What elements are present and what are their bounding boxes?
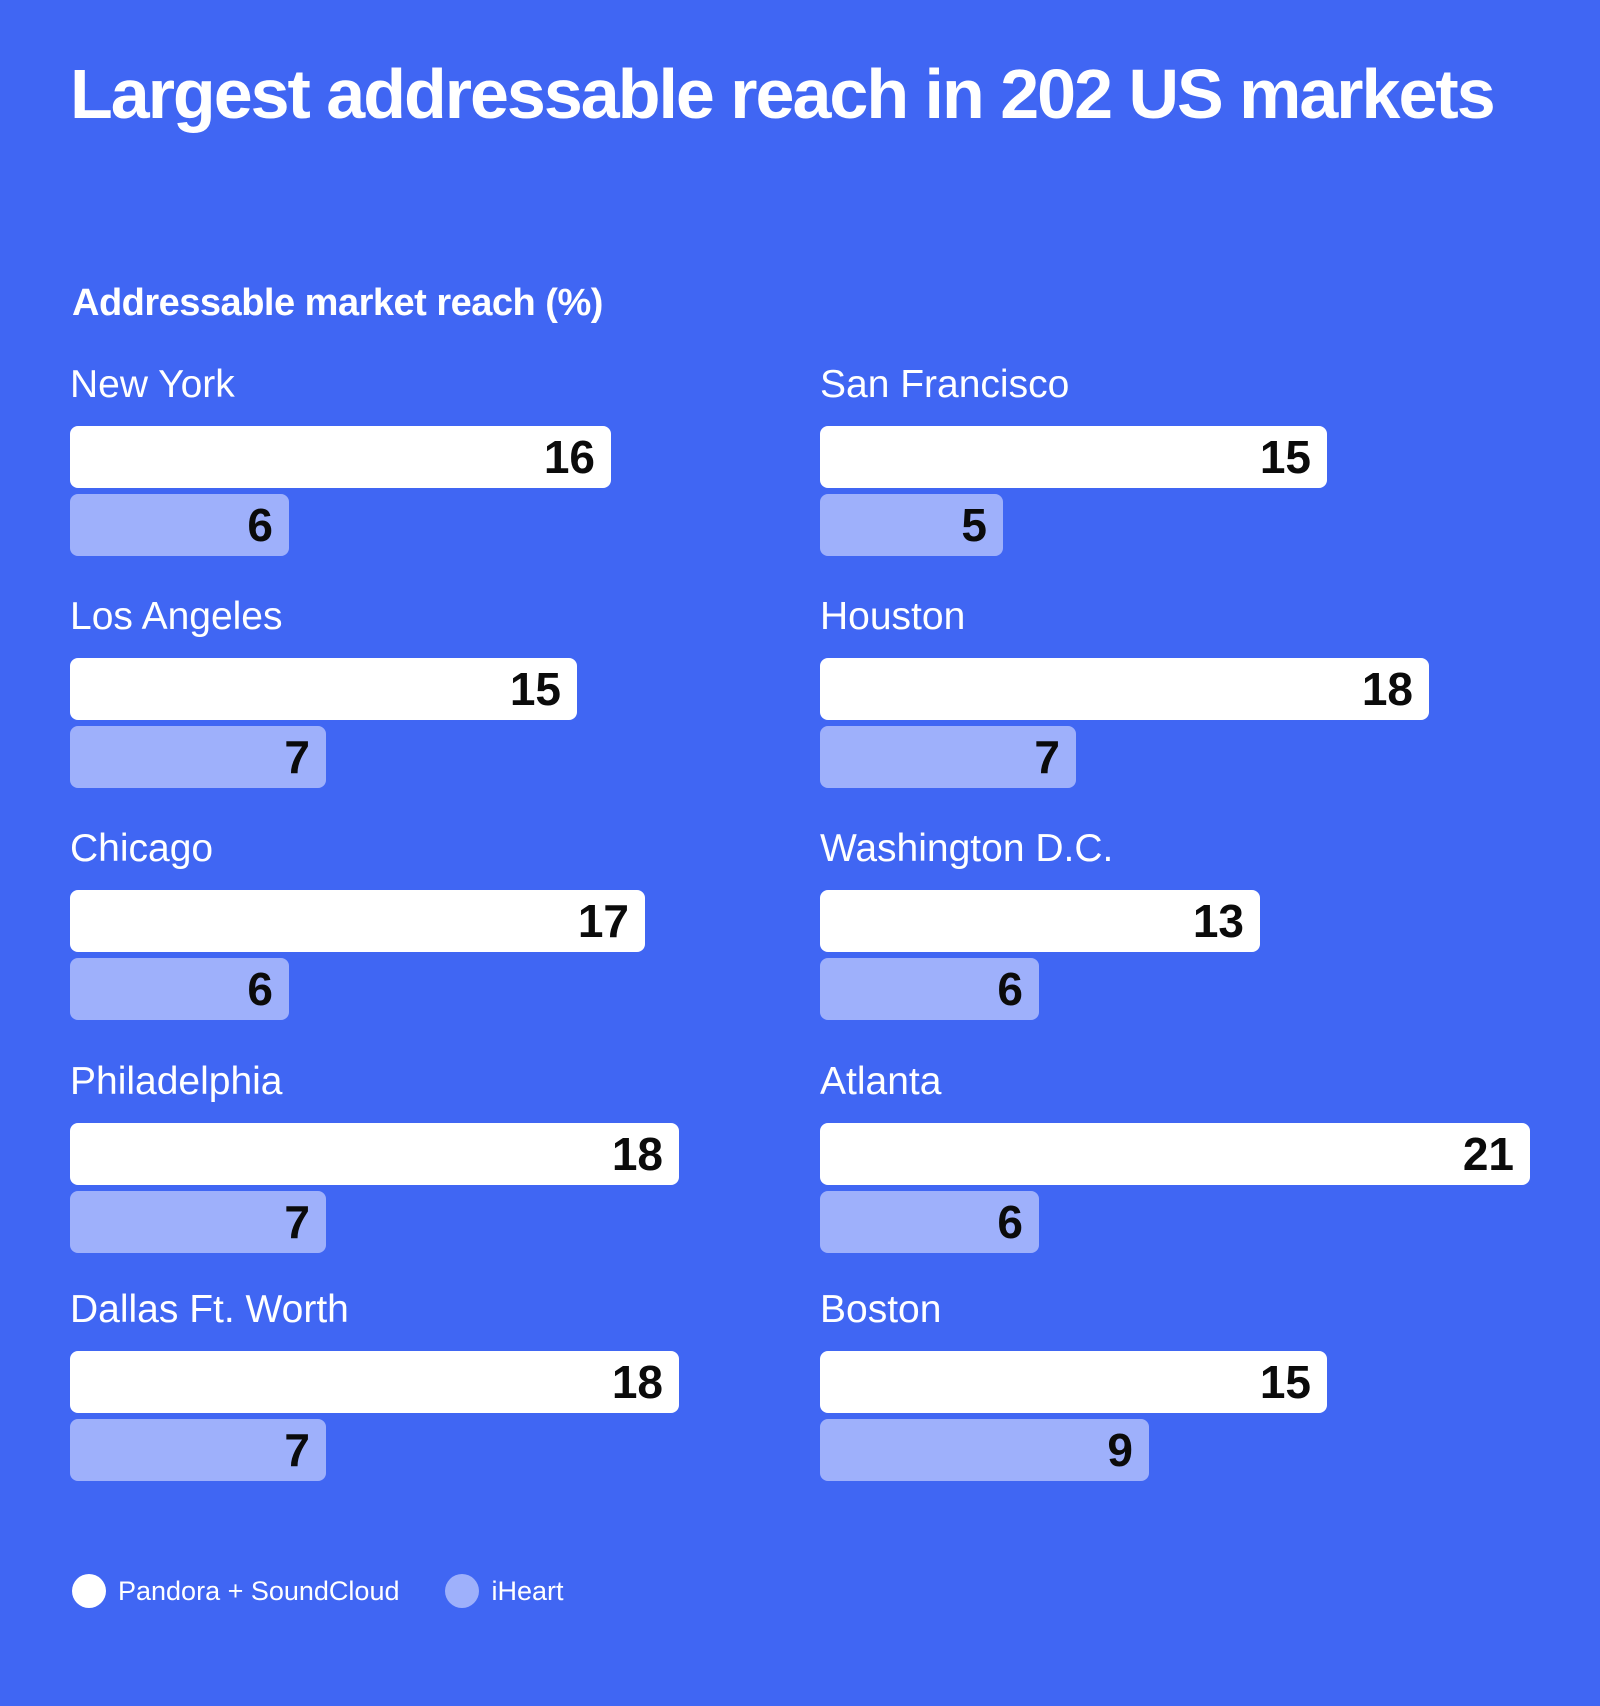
bar-pandora-soundcloud: 17 bbox=[70, 890, 645, 952]
bar-iheart: 6 bbox=[70, 958, 289, 1020]
bar-pandora-soundcloud: 18 bbox=[70, 1351, 679, 1413]
bar-value-label: 15 bbox=[1259, 1356, 1311, 1408]
bar-iheart: 5 bbox=[820, 494, 1003, 556]
bar-value-label: 15 bbox=[1259, 431, 1311, 483]
bar-value-label: 18 bbox=[611, 1128, 663, 1180]
bar-pandora-soundcloud: 21 bbox=[820, 1123, 1530, 1185]
market-name: Los Angeles bbox=[70, 595, 283, 638]
legend-label-primary: Pandora + SoundCloud bbox=[118, 1575, 400, 1606]
bar-value-label: 21 bbox=[1462, 1128, 1514, 1180]
bar-value-label: 7 bbox=[284, 1196, 310, 1248]
bar-iheart: 6 bbox=[820, 1191, 1039, 1253]
legend-swatch-secondary bbox=[445, 1574, 480, 1608]
market-name: New York bbox=[70, 363, 235, 406]
bar-iheart: 7 bbox=[70, 1191, 326, 1253]
bar-value-label: 9 bbox=[1107, 1424, 1133, 1476]
bar-value-label: 18 bbox=[1361, 663, 1413, 715]
legend-label-secondary: iHeart bbox=[491, 1575, 564, 1606]
bar-iheart: 7 bbox=[70, 1419, 326, 1481]
bar-value-label: 5 bbox=[961, 499, 987, 551]
market-name: Houston bbox=[820, 595, 966, 638]
bar-value-label: 16 bbox=[543, 431, 595, 483]
bar-iheart: 7 bbox=[70, 726, 326, 788]
bar-value-label: 17 bbox=[577, 895, 629, 947]
legend-item-secondary: iHeart bbox=[445, 1574, 564, 1608]
market-name: Philadelphia bbox=[70, 1060, 283, 1103]
chart-legend: Pandora + SoundCloud iHeart bbox=[72, 1574, 610, 1608]
bar-pandora-soundcloud: 15 bbox=[820, 1351, 1327, 1413]
bar-pandora-soundcloud: 15 bbox=[820, 426, 1327, 488]
legend-swatch-primary bbox=[72, 1574, 106, 1608]
bar-value-label: 13 bbox=[1192, 895, 1244, 947]
market-name: Chicago bbox=[70, 827, 214, 870]
bar-pandora-soundcloud: 18 bbox=[70, 1123, 679, 1185]
bar-value-label: 7 bbox=[1034, 731, 1060, 783]
bar-value-label: 6 bbox=[247, 499, 273, 551]
bar-value-label: 6 bbox=[997, 1196, 1023, 1248]
bar-value-label: 15 bbox=[509, 663, 561, 715]
bar-iheart: 9 bbox=[820, 1419, 1149, 1481]
market-name: Washington D.C. bbox=[820, 827, 1114, 870]
bar-pandora-soundcloud: 13 bbox=[820, 890, 1260, 952]
bar-pandora-soundcloud: 15 bbox=[70, 658, 577, 720]
bar-value-label: 18 bbox=[611, 1356, 663, 1408]
market-name: San Francisco bbox=[820, 363, 1070, 406]
bar-value-label: 7 bbox=[284, 731, 310, 783]
bar-value-label: 6 bbox=[997, 963, 1023, 1015]
bar-pandora-soundcloud: 18 bbox=[820, 658, 1429, 720]
bar-pandora-soundcloud: 16 bbox=[70, 426, 611, 488]
bar-iheart: 6 bbox=[70, 494, 289, 556]
market-name: Atlanta bbox=[820, 1060, 942, 1103]
legend-item-primary: Pandora + SoundCloud bbox=[72, 1574, 399, 1608]
market-name: Boston bbox=[820, 1288, 942, 1331]
chart-subtitle: Addressable market reach (%) bbox=[72, 282, 603, 324]
bar-value-label: 7 bbox=[284, 1424, 310, 1476]
chart-title: Largest addressable reach in 202 US mark… bbox=[70, 55, 1496, 133]
market-name: Dallas Ft. Worth bbox=[70, 1288, 349, 1331]
bar-value-label: 6 bbox=[247, 963, 273, 1015]
bar-iheart: 7 bbox=[820, 726, 1076, 788]
bar-iheart: 6 bbox=[820, 958, 1039, 1020]
